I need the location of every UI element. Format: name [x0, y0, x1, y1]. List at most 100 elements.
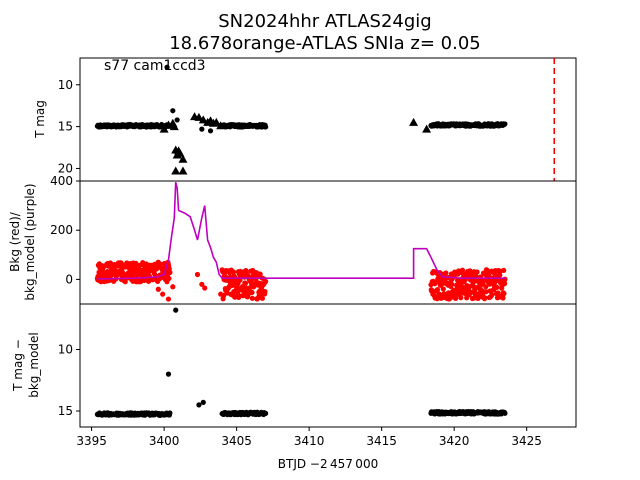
background-point — [464, 282, 470, 289]
panel-bkg-ylabel-line2: bkg_model (purple) — [23, 183, 37, 300]
background-point — [434, 287, 441, 293]
triangle-point — [159, 124, 169, 133]
triangle-point — [409, 117, 419, 126]
background-point — [440, 286, 446, 292]
background-point — [500, 295, 506, 301]
background-point — [482, 295, 488, 301]
panel-diff-marks — [94, 307, 508, 418]
triangle-point — [169, 122, 179, 131]
background-point — [170, 284, 176, 290]
data-point — [196, 402, 202, 408]
panel-bkg-yticks: 0 200 400 — [50, 174, 80, 286]
background-point — [449, 281, 455, 287]
panel-tmag-frame — [79, 57, 577, 182]
x-axis: 3395 3400 3405 3410 3415 3420 3425 — [76, 427, 542, 448]
data-point — [199, 126, 205, 132]
triangle-point — [211, 117, 221, 126]
panel-diff: T mag − bkg_model 10 15 — [11, 303, 577, 428]
background-point — [218, 291, 224, 297]
background-point — [230, 269, 237, 275]
background-point — [458, 295, 464, 301]
background-point — [459, 267, 466, 273]
panel-tmag-ylabel: T mag — [33, 100, 47, 139]
background-point — [443, 270, 449, 276]
chart-title-line2: 18.678orange-ATLAS SNIa z= 0.05 — [169, 33, 481, 54]
data-point — [200, 399, 206, 405]
data-point — [165, 371, 172, 377]
background-point — [249, 289, 255, 296]
panel-bkg: Bkg (red)/ bkg_model (purple) 0 200 400 — [8, 174, 577, 305]
y-tick-label: 20 — [58, 161, 73, 175]
background-point — [202, 285, 208, 291]
x-tick-label: 3415 — [366, 434, 397, 448]
x-tick-label: 3405 — [221, 434, 252, 448]
panel-bkg-marks — [94, 182, 508, 302]
x-tick-label: 3425 — [511, 434, 542, 448]
triangle-point — [178, 166, 188, 175]
y-tick-label: 0 — [65, 272, 73, 286]
background-point — [194, 271, 201, 278]
triangle-point — [175, 148, 185, 157]
background-point — [497, 272, 503, 278]
panel-diff-frame — [79, 303, 577, 428]
y-tick-label: 15 — [58, 404, 73, 418]
background-point — [155, 286, 161, 292]
background-point — [257, 271, 263, 277]
background-point — [259, 295, 265, 301]
background-point — [474, 269, 480, 275]
background-point — [122, 279, 128, 285]
panel-tmag: s77 cam1ccd3 T mag 10 15 20 — [33, 57, 577, 182]
data-point — [263, 124, 269, 130]
background-point — [502, 276, 508, 282]
panel-tmag-marks — [94, 58, 556, 181]
background-point — [502, 281, 508, 287]
background-point — [486, 273, 492, 279]
background-point — [165, 296, 172, 302]
panel-diff-yticks: 10 15 — [58, 343, 80, 418]
y-tick-label: 10 — [58, 343, 73, 357]
data-point — [263, 410, 269, 416]
background-point — [160, 291, 166, 297]
data-point — [207, 128, 214, 134]
data-point — [502, 410, 508, 416]
y-tick-label: 10 — [58, 78, 73, 92]
data-point — [164, 64, 170, 70]
background-point — [501, 267, 507, 273]
background-point — [489, 292, 495, 298]
data-point — [162, 412, 169, 418]
chart-title-line1: SN2024hhr ATLAS24gig — [218, 11, 432, 32]
background-point — [199, 281, 205, 287]
background-point — [166, 275, 172, 282]
y-tick-label: 400 — [50, 174, 73, 188]
data-point — [174, 117, 180, 123]
y-tick-label: 200 — [50, 223, 73, 237]
data-point — [502, 121, 508, 127]
triangle-point — [216, 121, 226, 130]
x-axis-label: BTJD −2 457 000 — [278, 457, 378, 471]
background-point — [483, 289, 489, 295]
triangle-point — [178, 154, 188, 163]
panel-diff-ylabel-line2: bkg_model — [27, 332, 41, 398]
background-point — [494, 284, 500, 291]
background-point — [262, 288, 268, 295]
triangle-point — [422, 124, 432, 133]
x-tick-label: 3400 — [149, 434, 180, 448]
panel-tmag-annotation: s77 cam1ccd3 — [104, 58, 206, 74]
data-point — [167, 410, 173, 416]
triangle-point — [198, 115, 208, 124]
background-point — [249, 295, 255, 301]
background-point — [167, 269, 173, 275]
triangle-point — [171, 166, 181, 175]
x-tick-label: 3395 — [76, 434, 107, 448]
background-point — [242, 280, 249, 286]
y-tick-label: 15 — [58, 120, 73, 134]
panel-tmag-yticks: 10 15 20 — [58, 78, 80, 175]
data-point — [173, 307, 179, 313]
panel-diff-ylabel-line1: T mag − — [11, 339, 25, 392]
background-point — [453, 295, 459, 301]
data-point — [170, 108, 176, 114]
x-tick-label: 3420 — [439, 434, 470, 448]
x-tick-label: 3410 — [294, 434, 325, 448]
bkg-model-line — [97, 182, 505, 280]
